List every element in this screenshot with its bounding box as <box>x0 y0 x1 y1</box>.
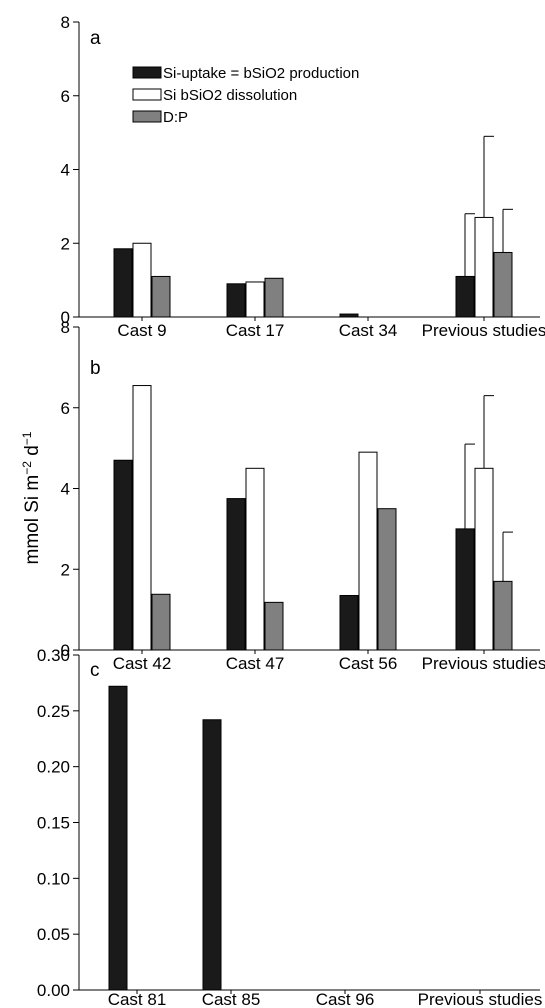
bar <box>474 216 494 318</box>
legend-label: D:P <box>163 109 188 126</box>
bar <box>202 719 222 991</box>
bar <box>493 251 513 318</box>
legend-label: Si-uptake = bSiO2 production <box>163 65 359 82</box>
legend-swatch <box>132 66 162 79</box>
bar <box>151 593 171 651</box>
category-label: Previous studies <box>418 990 543 1008</box>
y-axis-label: mmol Si m−2 d−1 <box>20 431 43 564</box>
category-label: Cast 81 <box>108 990 167 1008</box>
y-tick-label: 0.05 <box>37 925 70 944</box>
category-label: Cast 96 <box>316 990 375 1008</box>
category-label: Cast 47 <box>226 654 285 673</box>
panel-letter: a <box>90 28 101 49</box>
panel-c: 0.00 0.05 0.10 0.15 0.20 0.25 0.30 Cast 81 Cast … <box>37 646 542 1008</box>
y-tick-label: 6 <box>61 87 70 106</box>
legend-label: Si bSiO2 dissolution <box>163 87 297 104</box>
legend-swatch <box>132 110 162 123</box>
category-label: Cast 17 <box>226 321 285 340</box>
bar <box>493 580 513 651</box>
y-tick-label: 0.20 <box>37 758 70 777</box>
y-tick-label: 0.15 <box>37 814 70 833</box>
y-tick-label: 8 <box>61 13 70 32</box>
y-tick-label: 4 <box>61 161 70 180</box>
panel-b: 0 2 4 6 8 Cast 42 Cast 47 Cast 56 Previous studi… <box>61 318 545 673</box>
y-tick-label: 0.30 <box>37 646 70 665</box>
bar <box>377 508 397 651</box>
legend: Si-uptake = bSiO2 production Si bSiO2 dis… <box>132 65 359 126</box>
y-tick-label: 8 <box>61 318 70 337</box>
bar <box>245 467 265 651</box>
bar <box>151 275 171 318</box>
bar <box>132 385 152 651</box>
category-label: Cast 42 <box>113 654 172 673</box>
bar <box>339 313 359 318</box>
panel-letter: b <box>90 358 101 379</box>
legend-swatch <box>132 88 162 101</box>
bar <box>358 451 378 651</box>
y-tick-label: 6 <box>61 399 70 418</box>
bar <box>264 601 284 651</box>
bar <box>226 283 246 318</box>
bar <box>226 498 246 651</box>
bar <box>339 594 359 651</box>
bar <box>474 467 494 651</box>
bar <box>245 281 265 318</box>
bar <box>264 277 284 318</box>
bar <box>455 275 475 318</box>
panel-letter: c <box>90 660 100 681</box>
category-label: Cast 85 <box>202 990 261 1008</box>
y-tick-label: 0.10 <box>37 869 70 888</box>
y-tick-label: 4 <box>61 480 70 499</box>
panel-a: 0 2 4 6 8 Cast 9 Cast 17 Cast 34 Previous studie… <box>61 13 545 340</box>
bar <box>113 459 133 651</box>
y-tick-label: 0 <box>61 308 70 327</box>
y-tick-label: 2 <box>61 560 70 579</box>
bar <box>113 248 133 318</box>
bar <box>455 528 475 651</box>
category-label: Cast 9 <box>117 321 166 340</box>
category-label: Cast 56 <box>339 654 398 673</box>
category-label: Cast 34 <box>339 321 398 340</box>
y-tick-label: 0.25 <box>37 702 70 721</box>
y-tick-label: 0 <box>61 641 70 660</box>
category-label: Previous studies <box>422 654 545 673</box>
bar <box>132 242 152 318</box>
y-tick-label: 2 <box>61 234 70 253</box>
category-label: Previous studies <box>422 321 545 340</box>
y-tick-label: 0.00 <box>37 981 70 1000</box>
bar <box>108 685 128 991</box>
